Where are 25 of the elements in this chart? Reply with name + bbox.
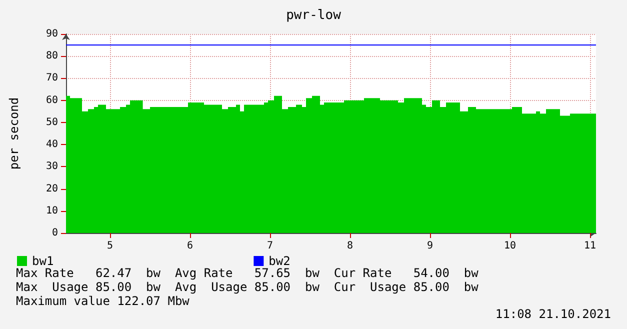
x-tick-label: 7 [266,240,274,252]
y-tick-label: 50 [46,116,58,128]
x-tick-label: 9 [426,240,434,252]
x-tick-label: 11 [584,240,596,252]
legend-label: bw1 [32,254,54,268]
y-tick-label: 30 [46,161,58,172]
text: 11:08 21.10.2021 [495,307,611,321]
y-tick-label: 60 [46,94,58,106]
y-axis-title: per second [7,97,21,170]
legend-label: bw2 [268,254,290,268]
y-tick-label: 80 [46,50,58,62]
y-tick-label: 90 [46,28,58,40]
y-tick-label: 10 [46,205,58,216]
text: Max Usage 85.00 bw Avg Usage 85.00 bw Cur Usage 85.00 bw [16,280,480,294]
x-tick-label: 8 [346,240,354,252]
y-tick-label: 70 [46,72,58,84]
y-tick-label: 40 [46,139,58,150]
chart-title: pwr-low [286,8,342,23]
text: Maximum value 122.07 Mbw [16,294,190,308]
x-tick-label: 6 [186,240,194,252]
text: Max Rate 62.47 bw Avg Rate 57.65 bw Cur Rate 54.00 bw [16,266,480,280]
x-tick-label: 10 [504,240,516,252]
x-tick-label: 5 [106,240,114,252]
y-tick-label: 20 [46,183,58,194]
y-tick-label: 0 [52,228,58,238]
